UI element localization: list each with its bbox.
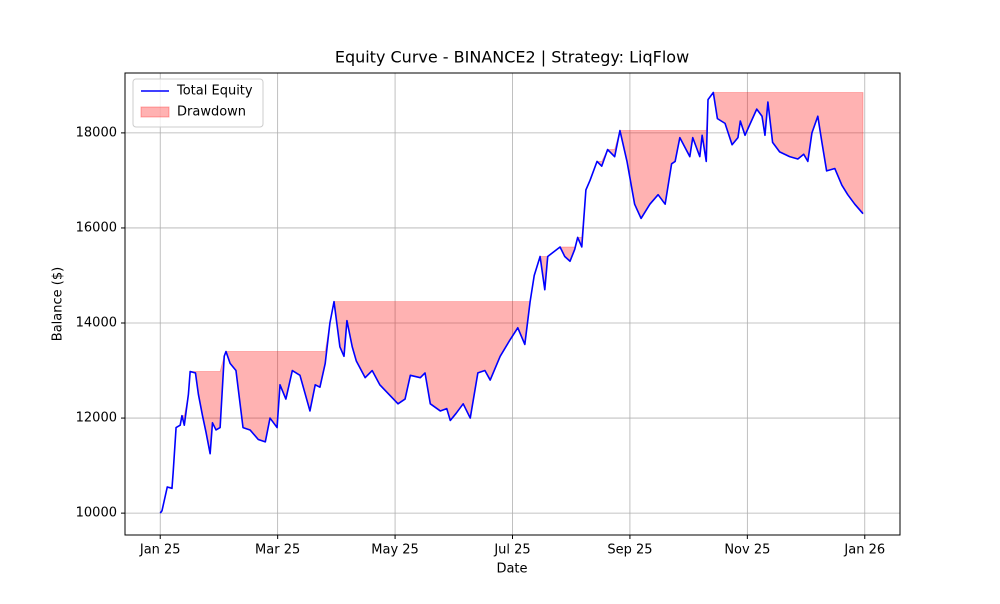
x-tick-label: May 25	[371, 543, 419, 558]
legend-swatch	[140, 106, 170, 118]
equity-line	[159, 91, 864, 514]
x-tick-label: Sep 25	[607, 543, 652, 558]
x-tick-label: Jan 26	[843, 543, 885, 558]
y-tick-label: 10000	[76, 506, 117, 521]
legend-label: Drawdown	[177, 105, 246, 120]
plot-frame	[124, 72, 901, 536]
y-tick-label: 12000	[76, 411, 117, 426]
x-tick-label: Mar 25	[255, 543, 300, 558]
x-tick-label: Nov 25	[724, 543, 770, 558]
legend: Total Equity Drawdown	[132, 78, 264, 128]
x-tick-label: Jan 25	[139, 543, 181, 558]
y-tick-label: 16000	[76, 220, 117, 235]
legend-label: Total Equity	[176, 84, 253, 99]
x-tick-label: Jul 25	[493, 543, 530, 558]
chart-title: Equity Curve - BINANCE2 | Strategy: LiqF…	[335, 48, 689, 67]
x-axis-label: Date	[496, 562, 527, 577]
y-axis-label: Balance ($)	[51, 267, 66, 341]
y-tick-label: 18000	[76, 125, 117, 140]
y-tick-label: 14000	[76, 316, 117, 331]
